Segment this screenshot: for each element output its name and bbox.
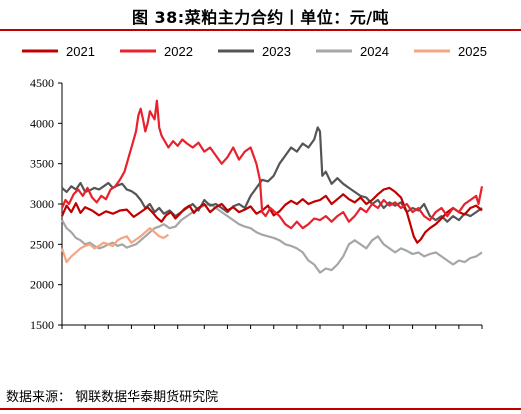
x-tick-label: 245 <box>334 332 352 334</box>
x-axis: 2224262821021251451651852052252452652853… <box>59 324 491 334</box>
y-tick-label: 4000 <box>30 116 54 130</box>
x-tick-label: 82 <box>149 332 161 334</box>
y-tick-label: 3000 <box>30 197 54 211</box>
line-chart: 2021 2022 2023 2024 2025 1500 2000 2500 3000 350… <box>22 44 491 334</box>
x-tick-label: 185 <box>265 332 283 334</box>
y-tick-label: 2500 <box>30 237 54 251</box>
title-rule <box>0 29 521 31</box>
legend: 2021 2022 2023 2024 2025 <box>22 44 487 59</box>
x-tick-label: 102 <box>169 332 187 334</box>
bottom-rule <box>0 408 521 410</box>
source-note: 数据来源： 钢联数据华泰期货研究院 <box>6 390 219 405</box>
x-tick-label: 145 <box>218 332 236 334</box>
y-tick-label: 3500 <box>30 157 54 171</box>
x-tick-label: 62 <box>125 332 137 334</box>
x-tick-label: 305 <box>404 332 422 334</box>
x-tick-label: 225 <box>311 332 329 334</box>
y-tick-label: 2000 <box>30 278 54 292</box>
plot-lines <box>60 99 484 274</box>
series-line-2021 <box>60 186 483 244</box>
x-tick-label: 22 <box>79 332 91 334</box>
legend-label-2024: 2024 <box>360 44 389 59</box>
x-tick-label: 345 <box>450 332 468 334</box>
series-line-2025 <box>60 227 170 264</box>
y-tick-label: 1500 <box>30 318 54 332</box>
x-tick-label: 2 <box>59 332 65 334</box>
x-tick-label: 325 <box>427 332 445 334</box>
x-tick-label: 265 <box>357 332 375 334</box>
x-tick-label: 285 <box>380 332 398 334</box>
legend-label-2025: 2025 <box>458 44 487 59</box>
y-tick-label: 4500 <box>30 76 54 90</box>
series-line-2022 <box>60 99 484 230</box>
legend-label-2022: 2022 <box>164 44 193 59</box>
x-tick-label: 365 <box>473 332 491 334</box>
legend-label-2021: 2021 <box>66 44 95 59</box>
series-line-2024 <box>61 202 483 274</box>
legend-label-2023: 2023 <box>262 44 291 59</box>
chart-title: 图 38:菜粕主力合约丨单位：元/吨 <box>131 8 390 27</box>
x-tick-label: 42 <box>102 332 114 334</box>
y-axis: 1500 2000 2500 3000 3500 4000 4500 <box>30 76 63 332</box>
x-tick-label: 165 <box>242 332 260 334</box>
x-tick-label: 125 <box>195 332 213 334</box>
x-tick-label: 205 <box>288 332 306 334</box>
